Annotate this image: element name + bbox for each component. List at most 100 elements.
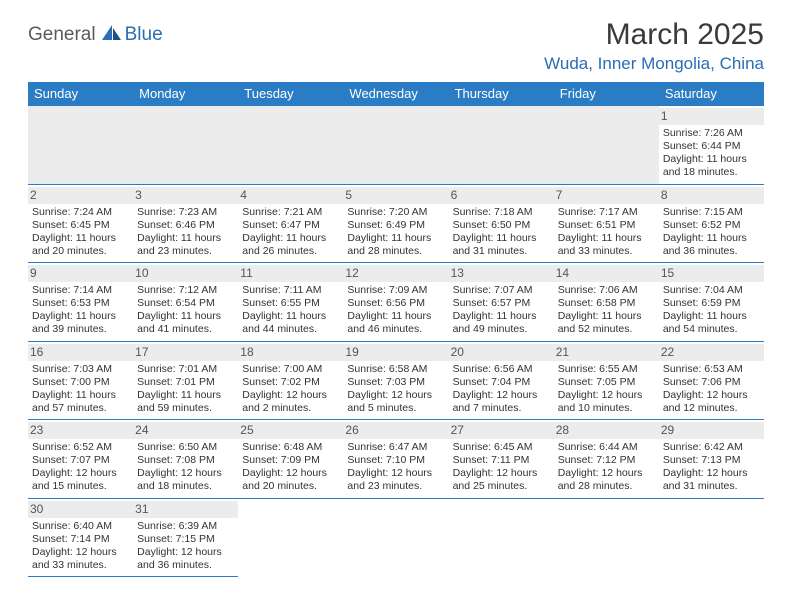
calendar-cell-empty: [554, 106, 659, 185]
weekday-header: Thursday: [449, 82, 554, 106]
sunset-text: Sunset: 7:02 PM: [242, 376, 339, 389]
calendar-cell-empty: [133, 106, 238, 185]
daylight-text: Daylight: 12 hours: [453, 389, 550, 402]
sunset-text: Sunset: 7:12 PM: [558, 454, 655, 467]
calendar-cell: 3Sunrise: 7:23 AMSunset: 6:46 PMDaylight…: [133, 184, 238, 263]
daylight-text: and 49 minutes.: [453, 323, 550, 336]
day-number: 9: [28, 265, 133, 282]
sunset-text: Sunset: 6:44 PM: [663, 140, 760, 153]
sunrise-text: Sunrise: 7:12 AM: [137, 284, 234, 297]
daylight-text: Daylight: 11 hours: [137, 232, 234, 245]
calendar-cell-empty: [554, 498, 659, 577]
day-number: 13: [449, 265, 554, 282]
day-number: 1: [659, 108, 764, 125]
daylight-text: and 20 minutes.: [32, 245, 129, 258]
sunrise-text: Sunrise: 7:17 AM: [558, 206, 655, 219]
daylight-text: Daylight: 12 hours: [663, 389, 760, 402]
daylight-text: Daylight: 11 hours: [663, 153, 760, 166]
calendar-cell: 1 Sunrise: 7:26 AMSunset: 6:44 PMDaylight…: [659, 106, 764, 185]
sunset-text: Sunset: 7:05 PM: [558, 376, 655, 389]
calendar-cell-empty: [449, 106, 554, 185]
daylight-text: Daylight: 12 hours: [347, 467, 444, 480]
sunset-text: Sunset: 6:53 PM: [32, 297, 129, 310]
day-number: 4: [238, 187, 343, 204]
sunrise-text: Sunrise: 7:26 AM: [663, 127, 760, 140]
sunset-text: Sunset: 6:45 PM: [32, 219, 129, 232]
sunset-text: Sunset: 7:03 PM: [347, 376, 444, 389]
daylight-text: and 5 minutes.: [347, 402, 444, 415]
daylight-text: and 41 minutes.: [137, 323, 234, 336]
calendar-cell: 5Sunrise: 7:20 AMSunset: 6:49 PMDaylight…: [343, 184, 448, 263]
sunset-text: Sunset: 6:46 PM: [137, 219, 234, 232]
calendar-cell: 24Sunrise: 6:50 AMSunset: 7:08 PMDayligh…: [133, 420, 238, 499]
daylight-text: and 52 minutes.: [558, 323, 655, 336]
calendar-cell: 31Sunrise: 6:39 AMSunset: 7:15 PMDayligh…: [133, 498, 238, 577]
calendar-cell-empty: [659, 498, 764, 577]
calendar-cell: 10Sunrise: 7:12 AMSunset: 6:54 PMDayligh…: [133, 263, 238, 342]
calendar-cell: 4Sunrise: 7:21 AMSunset: 6:47 PMDaylight…: [238, 184, 343, 263]
sunrise-text: Sunrise: 7:04 AM: [663, 284, 760, 297]
daylight-text: and 2 minutes.: [242, 402, 339, 415]
sunset-text: Sunset: 6:55 PM: [242, 297, 339, 310]
daylight-text: Daylight: 12 hours: [453, 467, 550, 480]
weekday-header: Wednesday: [343, 82, 448, 106]
calendar-cell-empty: [343, 106, 448, 185]
sunset-text: Sunset: 6:59 PM: [663, 297, 760, 310]
calendar-cell: 25Sunrise: 6:48 AMSunset: 7:09 PMDayligh…: [238, 420, 343, 499]
sunrise-text: Sunrise: 7:11 AM: [242, 284, 339, 297]
day-number: 18: [238, 344, 343, 361]
weekday-header: Friday: [554, 82, 659, 106]
day-number: 7: [554, 187, 659, 204]
day-number: 5: [343, 187, 448, 204]
daylight-text: and 31 minutes.: [453, 245, 550, 258]
weekday-header: Monday: [133, 82, 238, 106]
day-number: 31: [133, 501, 238, 518]
logo-text-blue: Blue: [125, 24, 163, 46]
sunrise-text: Sunrise: 6:55 AM: [558, 363, 655, 376]
day-number: 27: [449, 422, 554, 439]
day-number: 26: [343, 422, 448, 439]
calendar-row: 16Sunrise: 7:03 AMSunset: 7:00 PMDayligh…: [28, 341, 764, 420]
daylight-text: Daylight: 12 hours: [242, 389, 339, 402]
calendar-cell: 2Sunrise: 7:24 AMSunset: 6:45 PMDaylight…: [28, 184, 133, 263]
sunset-text: Sunset: 6:49 PM: [347, 219, 444, 232]
daylight-text: Daylight: 12 hours: [32, 467, 129, 480]
daylight-text: and 46 minutes.: [347, 323, 444, 336]
daylight-text: and 20 minutes.: [242, 480, 339, 493]
calendar-cell: 19Sunrise: 6:58 AMSunset: 7:03 PMDayligh…: [343, 341, 448, 420]
sunset-text: Sunset: 7:09 PM: [242, 454, 339, 467]
day-number: 11: [238, 265, 343, 282]
daylight-text: Daylight: 11 hours: [137, 389, 234, 402]
daylight-text: Daylight: 12 hours: [663, 467, 760, 480]
sunrise-text: Sunrise: 6:48 AM: [242, 441, 339, 454]
daylight-text: Daylight: 11 hours: [242, 310, 339, 323]
daylight-text: and 31 minutes.: [663, 480, 760, 493]
sunrise-text: Sunrise: 7:07 AM: [453, 284, 550, 297]
sunrise-text: Sunrise: 6:40 AM: [32, 520, 129, 533]
calendar-cell: 20Sunrise: 6:56 AMSunset: 7:04 PMDayligh…: [449, 341, 554, 420]
day-number: 10: [133, 265, 238, 282]
sunrise-text: Sunrise: 7:24 AM: [32, 206, 129, 219]
calendar-cell: 27Sunrise: 6:45 AMSunset: 7:11 PMDayligh…: [449, 420, 554, 499]
daylight-text: and 12 minutes.: [663, 402, 760, 415]
calendar-cell: 9Sunrise: 7:14 AMSunset: 6:53 PMDaylight…: [28, 263, 133, 342]
sunset-text: Sunset: 6:50 PM: [453, 219, 550, 232]
day-number: 29: [659, 422, 764, 439]
calendar-cell: 29Sunrise: 6:42 AMSunset: 7:13 PMDayligh…: [659, 420, 764, 499]
day-number: 8: [659, 187, 764, 204]
day-number: 24: [133, 422, 238, 439]
sunset-text: Sunset: 7:00 PM: [32, 376, 129, 389]
day-number: 2: [28, 187, 133, 204]
sunrise-text: Sunrise: 6:53 AM: [663, 363, 760, 376]
sunrise-text: Sunrise: 6:56 AM: [453, 363, 550, 376]
daylight-text: and 28 minutes.: [558, 480, 655, 493]
daylight-text: Daylight: 12 hours: [137, 467, 234, 480]
daylight-text: Daylight: 12 hours: [558, 389, 655, 402]
sunset-text: Sunset: 7:04 PM: [453, 376, 550, 389]
daylight-text: and 36 minutes.: [663, 245, 760, 258]
calendar-cell: 23Sunrise: 6:52 AMSunset: 7:07 PMDayligh…: [28, 420, 133, 499]
sunset-text: Sunset: 6:52 PM: [663, 219, 760, 232]
sunset-text: Sunset: 7:10 PM: [347, 454, 444, 467]
calendar-cell: 22Sunrise: 6:53 AMSunset: 7:06 PMDayligh…: [659, 341, 764, 420]
sunrise-text: Sunrise: 7:01 AM: [137, 363, 234, 376]
